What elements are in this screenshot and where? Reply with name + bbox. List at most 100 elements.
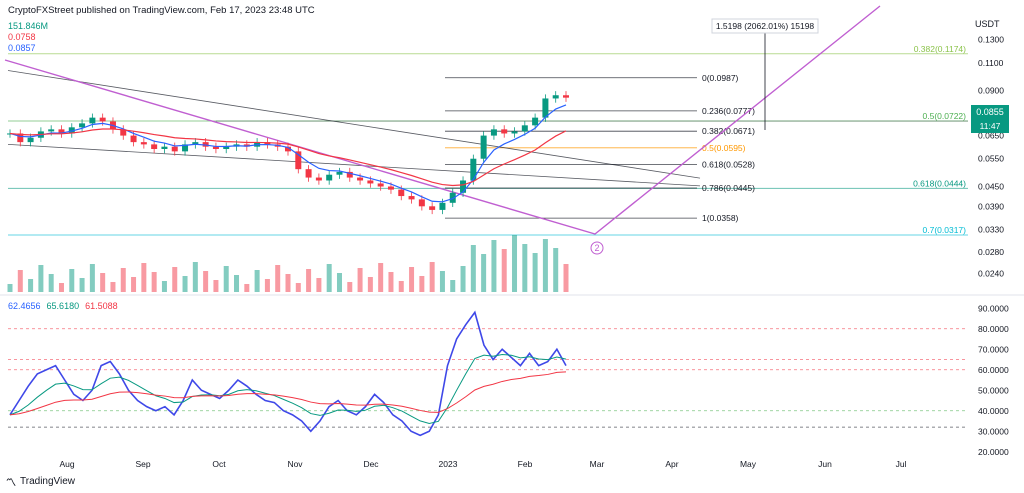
volume-bar <box>419 276 425 292</box>
price-tick-label: 0.0450 <box>978 181 1004 191</box>
volume-bar <box>151 272 157 292</box>
price-tick-label: 0.0330 <box>978 224 1004 234</box>
rsi-value: 62.4656 <box>8 301 41 311</box>
time-tick-label: Jul <box>896 459 907 469</box>
volume-bar <box>532 253 538 292</box>
fib-level-label: 0.786(0.0445) <box>702 183 755 193</box>
time-tick-label: May <box>740 459 757 469</box>
volume-bar <box>17 270 23 292</box>
fib-level-label: 1(0.0358) <box>702 213 739 223</box>
ema-fast-line <box>9 104 567 203</box>
time-tick-label: Jun <box>818 459 832 469</box>
candle-body <box>367 180 374 184</box>
resistance-trendline <box>7 70 701 179</box>
currency-label: USDT <box>975 19 1000 29</box>
wave-label: 2 <box>594 243 599 253</box>
volume-bar <box>172 267 178 292</box>
volume-bar <box>326 264 332 292</box>
price-legend: 151.846M 0.0758 0.0857 <box>8 21 48 54</box>
volume-bar <box>110 282 116 292</box>
candle-body <box>58 129 65 134</box>
fib-level-label: 0.236(0.0777) <box>702 106 755 116</box>
volume-bar <box>542 239 548 292</box>
candle-body <box>542 98 549 118</box>
candle-body <box>398 189 405 197</box>
price-tick-label: 0.0280 <box>978 247 1004 257</box>
time-tick-label: Feb <box>518 459 533 469</box>
volume-bar <box>378 263 384 292</box>
candle-body <box>532 117 539 126</box>
volume-bar <box>357 268 363 292</box>
price-tick-label: 0.0650 <box>978 131 1004 141</box>
price-tick-label: 0.1100 <box>978 58 1004 68</box>
last-price-tag: 0.0855 <box>971 105 1009 119</box>
candle-body <box>460 180 467 193</box>
candle-body <box>89 117 96 124</box>
rsi-line <box>9 310 567 437</box>
candle-body <box>68 127 75 134</box>
rsi-ma2-line <box>9 371 567 416</box>
volume-bar <box>522 244 528 292</box>
ema-slow-line <box>9 128 567 187</box>
volume-bar <box>192 262 198 292</box>
rsi-tick-label: 70.0000 <box>978 344 1009 354</box>
volume-bar <box>553 248 559 292</box>
volume-bar <box>120 268 126 292</box>
candle-body <box>377 183 384 187</box>
volume-bar <box>234 275 240 292</box>
time-tick-label: Aug <box>59 459 74 469</box>
volume-bar <box>100 273 106 292</box>
candle-body <box>480 135 487 159</box>
volume-bar <box>460 266 466 292</box>
volume-value: 151.846M <box>8 21 49 31</box>
footer-brand[interactable]: 〽 TradingView <box>6 474 75 489</box>
candle-body <box>161 146 168 150</box>
candle-body <box>315 177 322 181</box>
fib-level-label: 0(0.0987) <box>702 73 739 83</box>
candle-body <box>501 129 508 134</box>
time-tick-label: Oct <box>212 459 226 469</box>
candle-body <box>418 199 425 207</box>
volume-bar <box>203 271 209 292</box>
rsi-ma-line <box>9 353 567 425</box>
price-tick-label: 0.1300 <box>978 35 1004 45</box>
candle-body <box>151 144 158 150</box>
rsi-tick-label: 60.0000 <box>978 365 1009 375</box>
volume-bar <box>28 279 34 292</box>
volume-bar <box>409 267 415 292</box>
candle-body <box>120 129 127 136</box>
measure-label: 1.5198 (2062.01%) 15198 <box>716 21 815 31</box>
measure-box <box>711 18 819 34</box>
time-tick-label: Dec <box>363 459 379 469</box>
retracement-label: 0.7(0.0317) <box>923 225 967 235</box>
candle-countdown: 11:47 <box>971 119 1009 133</box>
last-price-value: 0.0855 <box>976 107 1004 117</box>
candle-body <box>408 196 415 200</box>
volume-bar <box>213 280 219 292</box>
candle-body <box>223 146 230 150</box>
volume-bar <box>89 264 95 292</box>
rsi-legend: 62.4656 65.6180 61.5088 <box>8 301 118 312</box>
candle-body <box>511 131 518 134</box>
volume-bar <box>450 280 456 292</box>
candle-body <box>27 137 34 143</box>
price-tick-label: 0.0240 <box>978 269 1004 279</box>
volume-bar <box>306 269 312 292</box>
volume-bar <box>398 281 404 292</box>
volume-bar <box>131 277 137 292</box>
wave-marker <box>590 241 604 255</box>
volume-bar <box>347 282 353 292</box>
volume-bar <box>481 254 487 292</box>
candle-body <box>490 129 497 136</box>
retracement-label: 0.382(0.1174) <box>914 44 966 54</box>
candle-body <box>140 142 147 145</box>
volume-bar <box>182 276 188 292</box>
time-tick-label: Apr <box>665 459 678 469</box>
time-tick-label: Nov <box>287 459 303 469</box>
rsi-ma2-value: 61.5088 <box>85 301 118 311</box>
volume-bar <box>244 284 250 292</box>
candle-body <box>202 142 209 147</box>
support-trendline <box>7 143 701 187</box>
time-tick-label: Sep <box>135 459 150 469</box>
